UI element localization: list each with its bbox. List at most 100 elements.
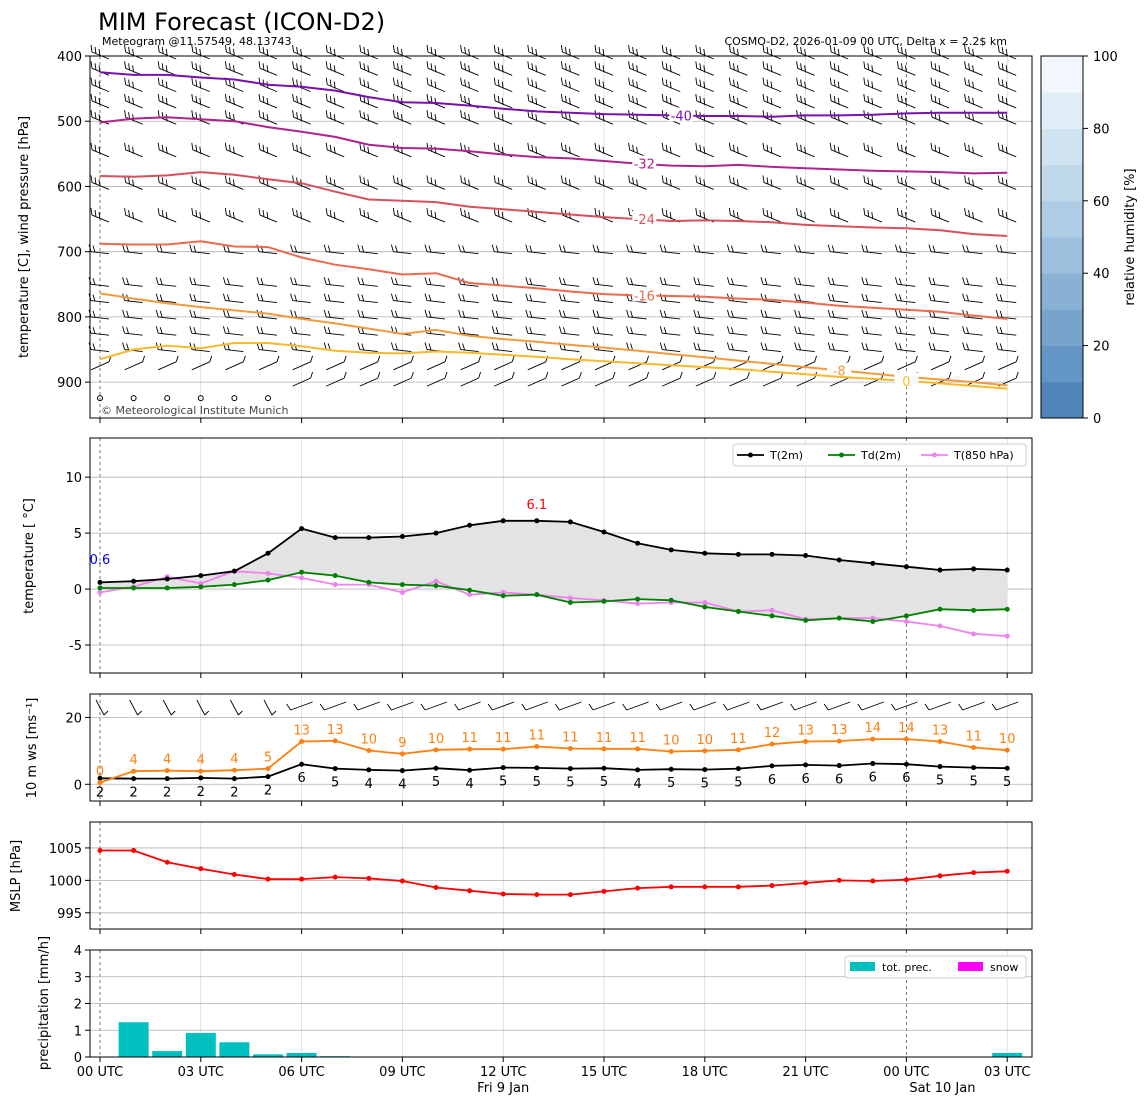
wind-barb (88, 342, 110, 352)
wind-barb (290, 293, 311, 304)
wind-speed-label: 6 (902, 771, 910, 786)
data-point-mslp (198, 866, 204, 872)
data-point-t2m (467, 522, 473, 528)
wind-barb (225, 355, 246, 371)
wind-barb (222, 309, 244, 320)
wind-barb (325, 61, 345, 76)
wind-barb (155, 244, 177, 255)
wind-barb (760, 277, 782, 287)
wind-barb (122, 277, 143, 287)
day-label: Sat 10 Jan (909, 1081, 975, 1096)
wind-barb (224, 93, 244, 109)
mslp-panel (89, 821, 1033, 930)
y-tick-label: 700 (57, 246, 82, 261)
wind-barb (292, 77, 311, 93)
wind-barb (90, 110, 110, 125)
wind-barb (90, 142, 110, 158)
data-point-gust (1004, 747, 1010, 753)
wind-barb (628, 175, 647, 190)
wind-barb (230, 699, 243, 716)
gust-label: 11 (629, 731, 646, 746)
wind-barb (695, 110, 714, 125)
x-tick-label: 00 UTC (883, 1065, 929, 1080)
wind-barb (323, 309, 345, 320)
wind-barb (728, 207, 748, 223)
wind-barb (323, 277, 345, 287)
wind-barb (594, 93, 614, 109)
data-point-gust (735, 747, 741, 753)
wind-speed-label: 2 (163, 786, 171, 801)
colorbar-tick-label: 100 (1093, 50, 1118, 65)
data-point-td2m (769, 613, 775, 619)
wind-barb (995, 326, 1017, 336)
wind-speed-label: 2 (96, 785, 104, 800)
wind-barb (521, 701, 548, 711)
wind-barb (661, 93, 681, 109)
wind-barb (861, 326, 882, 336)
wind-barb (256, 326, 278, 336)
precipitation-bar (152, 1051, 183, 1057)
wind-speed-label: 5 (566, 776, 574, 791)
data-point-t2m (803, 553, 809, 558)
gust-label: 10 (697, 733, 714, 748)
wind-barb (762, 142, 782, 158)
wind-barb (222, 244, 244, 255)
data-point-gust (131, 768, 137, 774)
wind-barb (896, 175, 916, 190)
wind-barb (286, 701, 313, 711)
legend-swatch-prec (850, 962, 875, 971)
data-point-td2m (635, 596, 641, 602)
wind-barb (326, 355, 347, 371)
data-point-td2m (971, 607, 977, 613)
wind-barb (762, 371, 784, 387)
wind-barb (928, 277, 950, 287)
data-point-gust (467, 746, 473, 752)
figure-subtitle-left: Meteogram @11.57549, 48.13743 (102, 35, 292, 48)
data-point-td2m (702, 604, 708, 610)
wind-barb (762, 77, 782, 93)
wind-barb (124, 61, 143, 76)
wind-barb (897, 355, 918, 371)
data-point-ws (534, 765, 540, 771)
gust-label: 11 (461, 731, 478, 746)
wind-barb (527, 61, 546, 76)
data-point-td2m (97, 585, 103, 591)
data-point-mslp (265, 876, 271, 882)
wind-barb (964, 371, 986, 387)
wind-speed-label: 5 (600, 775, 608, 790)
legend-label: T(850 hPa) (953, 449, 1014, 462)
data-point-ws (971, 765, 977, 771)
wind-barb (487, 701, 515, 711)
figure-subtitle-right: COSMO-D2, 2026-01-09 00 UTC, Delta x = 2… (724, 35, 1007, 48)
precipitation-bar (992, 1052, 1023, 1057)
data-point-t2m (97, 579, 103, 585)
data-point-ws (164, 776, 170, 782)
wind-barb (594, 77, 614, 93)
legend-swatch-snow (958, 962, 983, 971)
wind-barb (930, 142, 950, 158)
wind-barb (695, 77, 714, 93)
wind-barb (659, 244, 681, 255)
wind-barb (124, 110, 143, 125)
data-point-mslp (534, 892, 540, 898)
y-tick-label: 1 (74, 1024, 82, 1039)
wind-barb (357, 277, 378, 287)
isotherm-label-bg (632, 211, 657, 226)
wind-barb (628, 93, 647, 109)
data-point-gust (299, 738, 305, 744)
wind-barb (964, 175, 983, 190)
data-point-ws (870, 761, 876, 767)
x-tick-label: 03 UTC (984, 1065, 1030, 1080)
wind-barb (863, 93, 882, 109)
data-point-gust (971, 745, 977, 750)
wind-barb (655, 701, 683, 711)
isotherm-label: -8 (833, 364, 846, 379)
wind-barb (493, 61, 513, 76)
wind-barb (527, 93, 546, 109)
data-point-td2m (803, 617, 809, 623)
wind-barb (393, 355, 414, 371)
wind-barb (592, 309, 614, 320)
precipitation-ylabel: precipitation [mm/h] (37, 936, 52, 1070)
wind-barb (256, 277, 278, 287)
wind-barb (124, 175, 143, 190)
